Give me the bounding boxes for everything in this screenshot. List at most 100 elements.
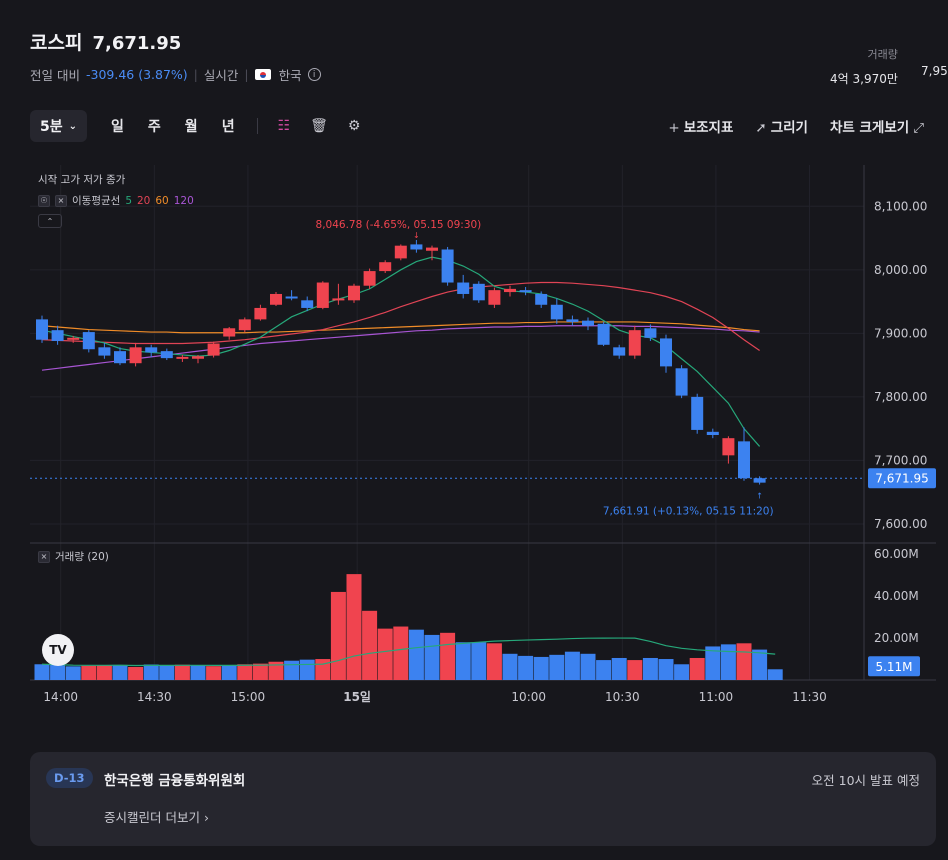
time-tick-label: 15일 — [343, 690, 371, 704]
candle-body — [176, 356, 189, 359]
draw-button[interactable]: ➚ 그리기 — [755, 116, 808, 136]
volume-bar — [237, 664, 253, 680]
volume-bar — [518, 655, 534, 680]
gear-icon[interactable]: ⚙︎ — [347, 118, 361, 134]
candle-body — [145, 347, 158, 353]
candle-body — [675, 368, 688, 396]
volume-summary-label: 거래량 — [867, 48, 898, 61]
volume-bar — [346, 574, 362, 680]
candle-body — [488, 290, 501, 305]
price-tick-label: 7,900.00 — [874, 326, 927, 340]
candle-body — [504, 288, 516, 293]
volume-bar — [486, 643, 502, 680]
collapse-legend-button[interactable]: ⌃ — [38, 214, 62, 228]
candle-body — [192, 356, 204, 359]
candle-body — [472, 283, 485, 301]
volume-bar — [424, 634, 440, 680]
period-dropdown[interactable]: 5분 ⌄ — [30, 110, 88, 142]
period-year-button[interactable]: 년 — [221, 119, 235, 135]
volume-bar — [330, 591, 346, 680]
low-marker-icon: ↑ — [756, 492, 763, 501]
indicator-button[interactable]: + 보조지표 — [668, 116, 733, 136]
volume-bar — [393, 626, 409, 680]
close-icon[interactable]: × — [38, 550, 50, 563]
period-month-button[interactable]: 월 — [184, 119, 198, 135]
low-annotation: 7,661.91 (+0.13%, 05.15 11:20) — [603, 506, 774, 518]
period-day-button[interactable]: 일 — [111, 119, 124, 135]
candle-body — [98, 347, 111, 356]
volume-bar — [642, 657, 658, 680]
ohlc-legend: 시작 고가 저가 종가 — [38, 174, 126, 186]
volume-bar — [143, 664, 159, 680]
time-tick-label: 15:00 — [231, 690, 266, 704]
fullscreen-label: 차트 크게보기 — [829, 120, 910, 136]
candle-body — [566, 319, 579, 322]
event-title: 한국은행 금융통화위원회 — [104, 773, 246, 789]
header: 코스피 7,671.95 전일 대비 -309.46 (3.87%) | 실시간… — [30, 28, 321, 84]
candle-body — [348, 285, 360, 301]
candle-body — [332, 298, 345, 301]
close-icon[interactable]: × — [55, 194, 67, 207]
high-marker-icon: ↓ — [413, 231, 420, 240]
volume-bar — [174, 664, 190, 680]
divider: | — [244, 67, 249, 82]
event-banner[interactable]: D-13 한국은행 금융통화위원회 오전 10시 발표 예정 증시캘린더 더보기… — [30, 752, 936, 846]
volume-bar — [533, 656, 549, 680]
candle-body — [270, 293, 282, 305]
candle-body — [67, 337, 80, 340]
eye-icon[interactable]: ☉ — [38, 194, 50, 207]
candle-body — [441, 249, 454, 283]
candle-type-icon[interactable]: ☷ — [277, 118, 291, 134]
volume-bar — [564, 651, 580, 680]
dday-badge: D-13 — [46, 768, 93, 788]
price-chart[interactable]: 8,100.00 8,000.00 7,900.00 7,800.00 7,700.00… — [30, 165, 936, 715]
index-price: 7,671.95 — [92, 33, 182, 54]
volume-legend: × 거래량 (20) — [38, 549, 109, 564]
candle-body — [51, 330, 64, 341]
candle-body — [238, 319, 251, 331]
candle-body — [535, 293, 548, 305]
volume-bar — [471, 642, 487, 680]
index-title: 코스피 — [30, 32, 83, 54]
calendar-link[interactable]: 증시캘린더 더보기 › — [104, 807, 209, 826]
volume-legend-label: 거래량 (20) — [55, 551, 109, 563]
candle-body — [82, 332, 95, 350]
candle-body — [519, 290, 532, 293]
fullscreen-button[interactable]: 차트 크게보기 ⤢ — [830, 116, 928, 136]
calendar-link-label: 증시캘린더 더보기 — [104, 810, 200, 825]
last-volume-badge — [868, 656, 920, 677]
price-tick-label: 7,800.00 — [874, 390, 927, 404]
time-tick-label: 10:00 — [511, 690, 546, 704]
candle-body — [410, 244, 423, 250]
period-week-button[interactable]: 주 — [147, 119, 161, 135]
candle-body — [722, 438, 735, 456]
volume-bar — [689, 657, 705, 680]
last-volume-label: 5.11M — [875, 660, 912, 674]
info-icon[interactable]: i — [307, 68, 321, 81]
time-tick-label: 11:30 — [792, 690, 827, 704]
candle-body — [223, 328, 236, 337]
ma60-label: 60 — [155, 194, 169, 207]
volume-bar — [767, 669, 783, 680]
volume-summary-value: 4억 3,970만 — [830, 72, 898, 86]
trash-icon[interactable]: 🗑︎ — [310, 118, 328, 134]
tradingview-logo[interactable]: TV — [42, 634, 74, 666]
candle-body — [160, 351, 173, 359]
candle-body — [426, 247, 438, 251]
candle-body — [706, 431, 719, 435]
period-label: 5분 — [40, 119, 63, 135]
candle-body — [129, 347, 142, 364]
volume-bar — [596, 660, 612, 680]
volume-bar — [580, 653, 596, 680]
candle-body — [613, 347, 626, 356]
ma20-label: 20 — [137, 194, 151, 207]
volume-bar — [81, 665, 97, 680]
ma-legend: ☉ × 이동평균선 5 20 60 120 — [38, 193, 194, 208]
candle-body — [753, 478, 766, 483]
price-tick-label: 7,700.00 — [874, 453, 927, 467]
realtime-label: 실시간 — [203, 68, 239, 83]
volume-bar — [455, 642, 471, 680]
volume-bar — [299, 659, 315, 680]
candle-body — [36, 319, 48, 340]
volume-tick-label: 60.00M — [874, 547, 919, 561]
